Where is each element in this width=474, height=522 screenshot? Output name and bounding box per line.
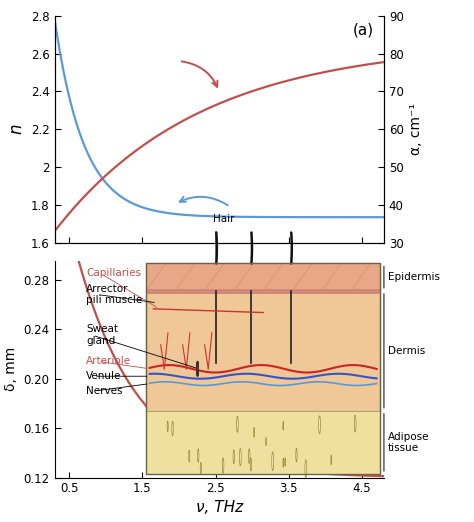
Ellipse shape	[319, 416, 320, 434]
Bar	[146, 264, 380, 291]
Ellipse shape	[272, 452, 273, 471]
Ellipse shape	[265, 437, 266, 446]
Text: Dermis: Dermis	[388, 346, 425, 356]
Bar	[146, 264, 380, 474]
Ellipse shape	[285, 458, 286, 466]
Ellipse shape	[296, 448, 297, 462]
Text: Adipose
tissue: Adipose tissue	[388, 432, 429, 453]
Ellipse shape	[283, 458, 284, 467]
Ellipse shape	[222, 458, 224, 473]
Text: Epidermis: Epidermis	[388, 272, 439, 282]
X-axis label: ν, THz: ν, THz	[196, 500, 243, 515]
Ellipse shape	[198, 449, 199, 462]
Bar	[146, 264, 380, 411]
Text: (a): (a)	[353, 22, 374, 38]
Ellipse shape	[172, 421, 173, 436]
Ellipse shape	[239, 448, 241, 466]
Ellipse shape	[233, 449, 235, 464]
Text: (b): (b)	[353, 267, 374, 282]
Text: Arteriole: Arteriole	[86, 357, 131, 366]
Y-axis label: α, cm⁻¹: α, cm⁻¹	[409, 103, 423, 155]
Y-axis label: n: n	[7, 124, 25, 135]
Y-axis label: δ, mm: δ, mm	[4, 347, 18, 392]
Ellipse shape	[250, 458, 252, 471]
Ellipse shape	[237, 416, 238, 432]
Text: Nerves: Nerves	[86, 386, 122, 396]
Text: Hair: Hair	[212, 214, 234, 224]
Bar	[146, 411, 380, 474]
Ellipse shape	[355, 415, 356, 432]
Ellipse shape	[167, 421, 168, 432]
Ellipse shape	[248, 449, 250, 464]
Ellipse shape	[331, 455, 332, 465]
Text: Capillaries: Capillaries	[86, 268, 141, 278]
Text: Sweat
gland: Sweat gland	[86, 325, 118, 346]
Ellipse shape	[254, 428, 255, 437]
Ellipse shape	[305, 460, 307, 479]
Ellipse shape	[189, 450, 190, 462]
Bar	[146, 289, 380, 294]
Text: Venule: Venule	[86, 371, 121, 381]
Text: Arrector
pili muscle: Arrector pili muscle	[86, 283, 142, 305]
